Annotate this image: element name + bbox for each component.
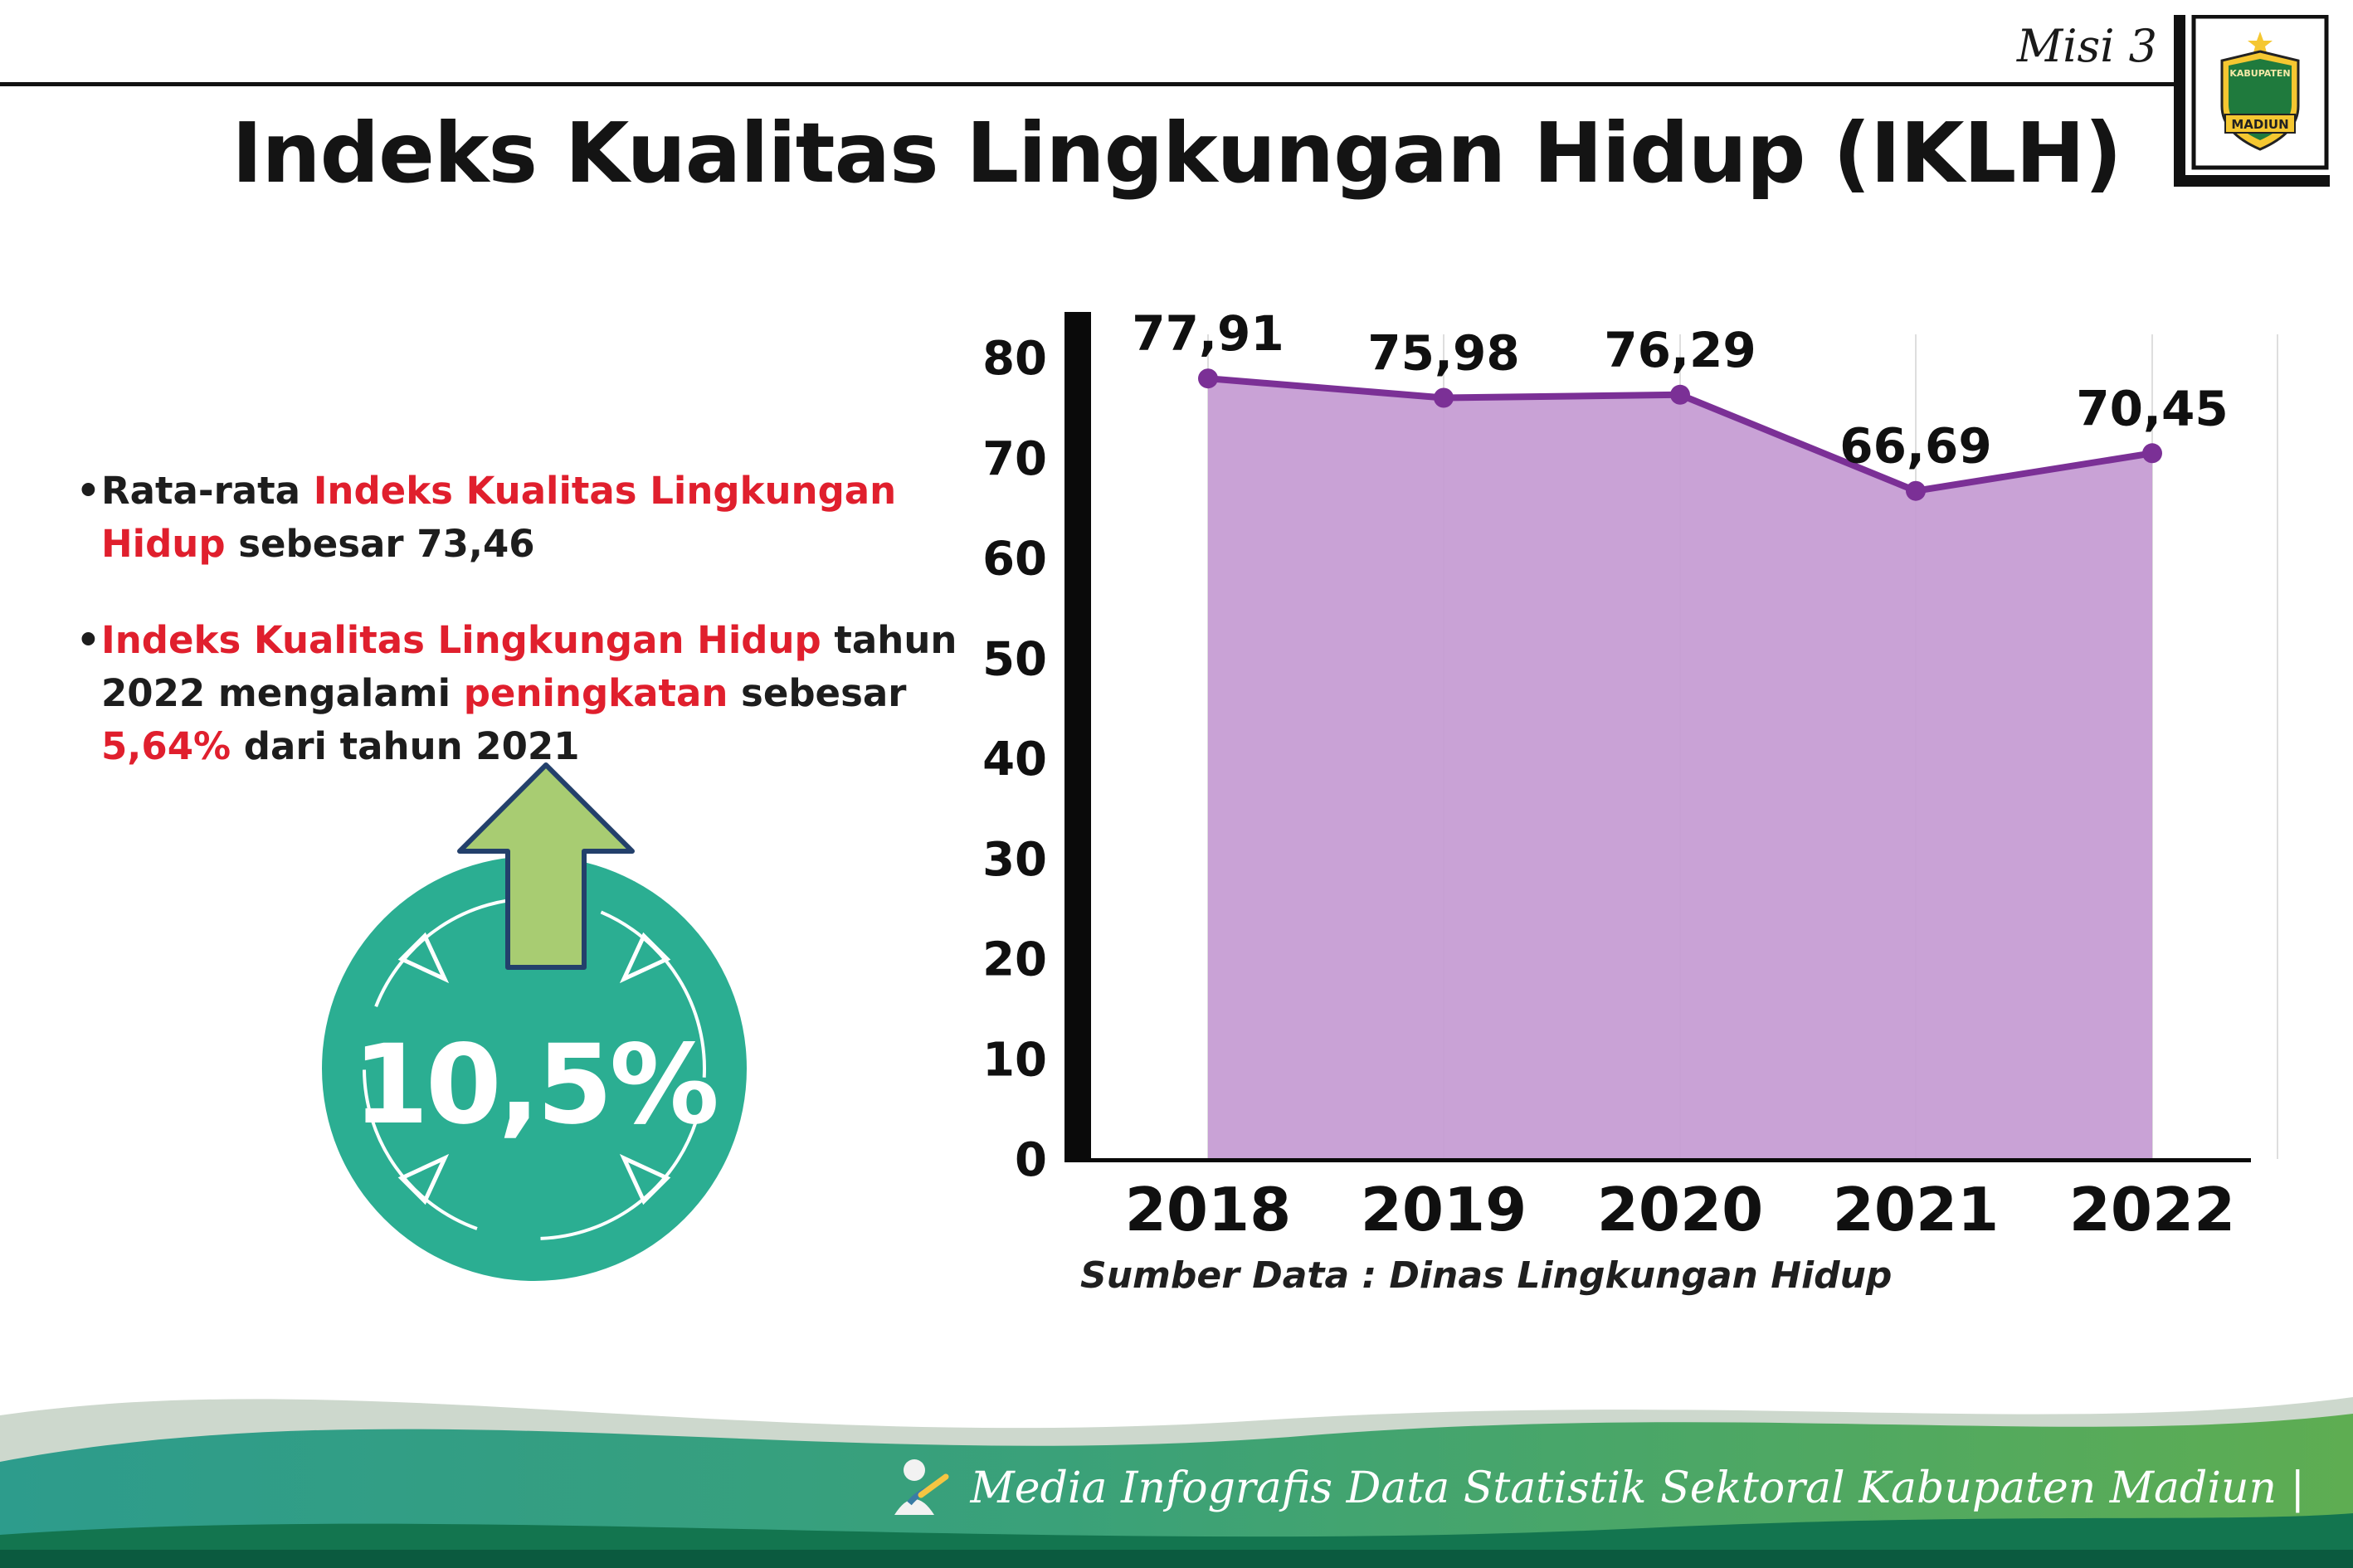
y-tick-label: 60 [982,533,1047,587]
footer-wave-decoration [0,1397,2353,1568]
badge-tick-icon [397,932,450,984]
data-value-label: 77,91 [1132,305,1284,362]
page-title: Indeks Kualitas Lingkungan Hidup (IKLH) [231,105,2122,202]
header-rule [0,82,2182,86]
x-tick-label: 2018 [1125,1175,1291,1244]
badge-tick-icon [619,1153,671,1205]
x-tick-label: 2020 [1597,1175,1763,1244]
bullet1-text: Rata-rata [101,469,314,513]
logo-star-icon [2248,32,2273,56]
logo-banner [2224,114,2296,134]
bullet2-text-2: sebesar [728,670,907,715]
chart-canvas: 0 10 20 30 40 50 60 70 80 2018 2019 2020 2021 2022 77,… [982,305,2278,1244]
x-tick-label: 2021 [1833,1175,1999,1244]
x-tick-label: 2019 [1361,1175,1527,1244]
footer-bottom-strip [0,1550,2353,1568]
footer-credit: Media Infografis Data Statistik Sektoral… [884,1454,2305,1523]
data-point [1198,368,1218,389]
data-value-label: 75,98 [1367,325,1519,382]
bullet-dot: • [76,469,100,513]
y-tick-label: 10 [982,1033,1047,1087]
chart-area [1208,378,2152,1159]
bullet2-text-3: dari tahun 2021 [231,723,580,768]
data-point [1670,384,1690,405]
y-tick-label: 0 [1015,1133,1047,1187]
y-tick-label: 30 [982,833,1047,887]
badge-tick-icon [397,1153,450,1205]
bullet1-highlight: Indeks Kualitas Lingkungan Hidup [101,469,897,566]
iklh-area-chart: 0 10 20 30 40 50 60 70 80 2018 2019 2020 2021 2022 77,… [954,297,2298,1342]
x-tick-label: 2022 [2069,1175,2235,1244]
bullet2-text-1: tahun 2022 mengalami [101,617,957,715]
bullet2-highlight-1: Indeks Kualitas Lingkungan Hidup [101,617,821,662]
summary-bullets: • Rata-rata Indeks Kualitas Lingkungan Hi… [76,465,964,816]
bullet-increase-2022: • Indeks Kualitas Lingkungan Hidup tahun … [76,614,964,773]
data-point [1434,387,1454,408]
writer-icon [894,1459,949,1515]
y-axis-bar [1064,312,1091,1162]
y-tick-label: 40 [982,733,1047,786]
y-tick-label: 50 [982,632,1047,686]
y-tick-label: 80 [982,332,1047,386]
bullet-average-iklh: • Rata-rata Indeks Kualitas Lingkungan Hi… [76,465,964,571]
y-tick-label: 70 [982,432,1047,486]
badge-ring-decoration [363,897,706,1240]
misi-label: Misi 3 [2016,20,2157,72]
footer-credit-text: Media Infografis Data Statistik Sektoral… [970,1463,2305,1513]
data-point [2142,443,2162,464]
bullet2-highlight-2: peningkatan [463,670,728,715]
kabupaten-madiun-logo: KABUPATEN MADIUN [2172,14,2330,189]
logo-corner-bracket [2174,15,2330,187]
up-arrow-icon [457,762,635,970]
data-value-label: 70,45 [2076,380,2228,436]
data-value-label: 66,69 [1839,418,1991,475]
logo-bottom-text: MADIUN [2231,117,2288,132]
logo-emblem-icon: KABUPATEN MADIUN [2174,14,2330,187]
bullet-dot: • [76,617,100,662]
data-point [1906,480,1926,501]
logo-top-text: KABUPATEN [2229,68,2290,79]
x-axis-line [1064,1158,2251,1162]
bullet1-text-end: sebesar 73,46 [225,521,535,566]
badge-value: 10,5% [353,1021,719,1149]
y-tick-label: 20 [982,933,1047,987]
bullet2-highlight-3: 5,64% [101,723,231,768]
data-value-label: 76,29 [1604,322,1756,378]
data-source: Sumber Data : Dinas Lingkungan Hidup [1080,1254,1893,1297]
badge-tick-icon [619,932,671,984]
